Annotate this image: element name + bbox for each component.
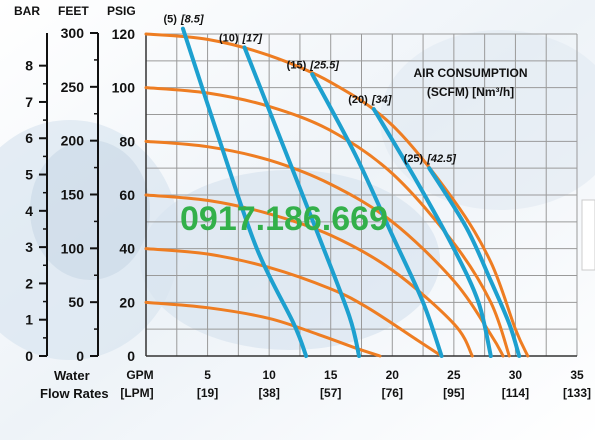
air-curve-4 [427,166,522,358]
feet-tick-label: 0 [76,348,84,364]
x-tick-label-gpm: 5 [204,368,211,382]
psig-tick-label: 20 [119,294,135,310]
water-label: Water [54,368,90,383]
x-tick-label-lpm: [57] [320,386,341,400]
bar-header: BAR [14,4,40,18]
air-consumption-title: AIR CONSUMPTION (SCFM) [Nm³/h] [398,64,543,102]
flow-rates-label: Flow Rates [40,386,109,401]
air-consumption-title-line1: AIR CONSUMPTION [413,66,528,80]
x-tick-label-lpm: [76] [382,386,403,400]
pressure-curve-4 [144,247,444,358]
tick-labels: 0 20 40 60 80 100 120 0 50 100 150 200 250 300 0 1 2 3 4 5 6… [25,14,591,400]
psig-tick-label: 0 [127,348,135,364]
feet-tick-label: 150 [61,187,85,203]
air-curve-0 [180,26,309,358]
air-curve-label-alt: [25.5] [309,59,339,71]
air-curve-1 [242,45,362,358]
air-curve-label: (15) [287,59,307,71]
x-tick-label-gpm: 15 [324,368,338,382]
pressure-curve-0 [144,32,530,358]
air-curve-label-alt: [34] [371,94,392,106]
psig-tick-label: 100 [112,80,136,96]
air-curve-label-alt: [17] [242,32,263,44]
air-consumption-curves [180,26,522,358]
air-consumption-title-line2: (SCFM) [Nm³/h] [426,85,515,99]
feet-tick-label: 300 [61,25,85,41]
feet-tick-label: 50 [68,294,84,310]
pressure-curve-3 [144,193,474,358]
x-tick-label-lpm: [19] [197,386,218,400]
x-tick-label-lpm: [114] [502,386,529,400]
x-unit-label-gpm: GPM [126,368,153,382]
bar-tick-label: 7 [25,94,33,110]
x-tick-label-gpm: 30 [509,368,523,382]
air-curve-label: (20) [348,94,368,106]
bar-tick-label: 6 [25,130,33,146]
psig-tick-label: 80 [119,133,135,149]
x-tick-label-lpm: [133] [563,386,591,400]
air-curve-label: (10) [219,32,239,44]
bar-tick-label: 5 [25,167,33,183]
air-curve-3 [371,107,493,358]
psig-header: PSIG [107,4,136,18]
x-tick-label-lpm: [95] [443,386,464,400]
bar-tick-label: 3 [25,239,33,255]
watermark-phone: 0917.186.669 [180,200,388,238]
x-tick-label-gpm: 35 [570,368,584,382]
feet-tick-label: 100 [61,240,85,256]
x-tick-label-lpm: [38] [258,386,279,400]
psig-tick-label: 40 [119,241,135,257]
air-curve-2 [310,72,444,358]
air-curve-label: (25) [404,153,424,165]
x-unit-label-lpm: [LPM] [120,386,153,400]
feet-tick-label: 250 [61,79,85,95]
x-tick-label-gpm: 10 [262,368,276,382]
feet-tick-label: 200 [61,133,85,149]
bar-tick-label: 1 [25,312,33,328]
bar-tick-label: 2 [25,275,33,291]
bar-tick-label: 8 [25,58,33,74]
x-tick-label-gpm: 25 [447,368,461,382]
x-tick-label-gpm: 20 [386,368,400,382]
psig-tick-label: 120 [112,26,136,42]
bar-tick-label: 0 [25,348,33,364]
bar-tick-label: 4 [25,203,33,219]
feet-header: FEET [58,4,89,18]
air-curve-label: (5) [163,14,177,26]
pressure-curve-1 [144,86,511,358]
psig-tick-label: 60 [119,187,135,203]
air-curve-label-alt: [8.5] [180,14,204,26]
air-curve-label-alt: [42.5] [426,153,456,165]
